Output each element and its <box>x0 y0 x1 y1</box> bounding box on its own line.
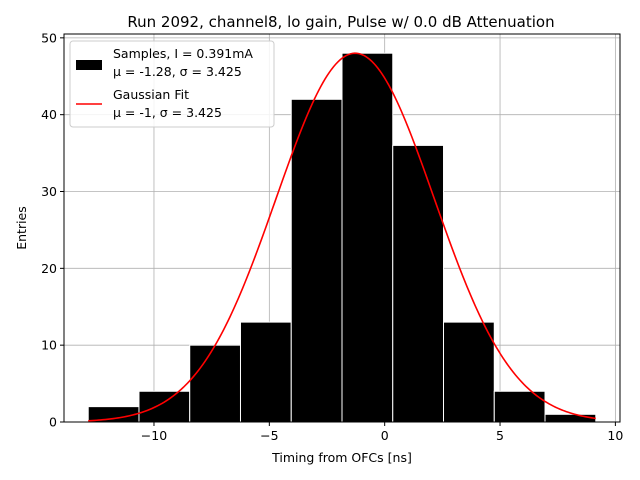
histogram-bar-4 <box>290 98 343 423</box>
x-tick-label-4: 10 <box>607 428 623 443</box>
legend-samples-stats: μ = -1.28, σ = 3.425 <box>113 64 242 79</box>
legend-samples-label: Samples, I = 0.391mA <box>113 46 253 61</box>
histogram-bars <box>87 52 597 423</box>
histogram-bar-3 <box>239 321 292 423</box>
histogram-bar-9 <box>544 413 597 423</box>
legend: Samples, I = 0.391mA μ = -1.28, σ = 3.42… <box>69 40 275 128</box>
y-tick-label-4: 40 <box>41 107 57 122</box>
y-tick-label-1: 10 <box>41 338 57 353</box>
y-tick-label-2: 20 <box>41 261 57 276</box>
x-tick-label-3: 5 <box>496 428 504 443</box>
legend-samples-swatch <box>76 60 102 70</box>
y-axis-ticks: 0 10 20 30 40 50 <box>41 30 64 430</box>
y-tick-label-0: 0 <box>49 415 57 430</box>
y-axis-label: Entries <box>14 206 29 250</box>
x-axis-ticks: −10 −5 0 5 10 <box>141 422 623 443</box>
chart-title: Run 2092, channel8, lo gain, Pulse w/ 0.… <box>127 13 554 31</box>
x-tick-label-1: −5 <box>260 428 278 443</box>
legend-fit-label: Gaussian Fit <box>113 87 189 102</box>
histogram-bar-5 <box>341 52 394 423</box>
histogram-bar-7 <box>443 321 495 423</box>
legend-box <box>69 40 275 128</box>
y-tick-label-3: 30 <box>41 184 57 199</box>
x-tick-label-2: 0 <box>381 428 389 443</box>
legend-fit-stats: μ = -1, σ = 3.425 <box>113 105 222 120</box>
histogram-bar-2 <box>189 344 241 423</box>
histogram-bar-1 <box>138 390 191 423</box>
histogram-bar-6 <box>392 144 445 423</box>
y-tick-label-5: 50 <box>41 30 57 45</box>
x-tick-label-0: −10 <box>141 428 167 443</box>
x-axis-label: Timing from OFCs [ns] <box>271 450 412 465</box>
plot-frame <box>63 33 621 423</box>
gaussian-fit-curve <box>88 52 596 422</box>
fit-curve-layer <box>88 52 596 422</box>
